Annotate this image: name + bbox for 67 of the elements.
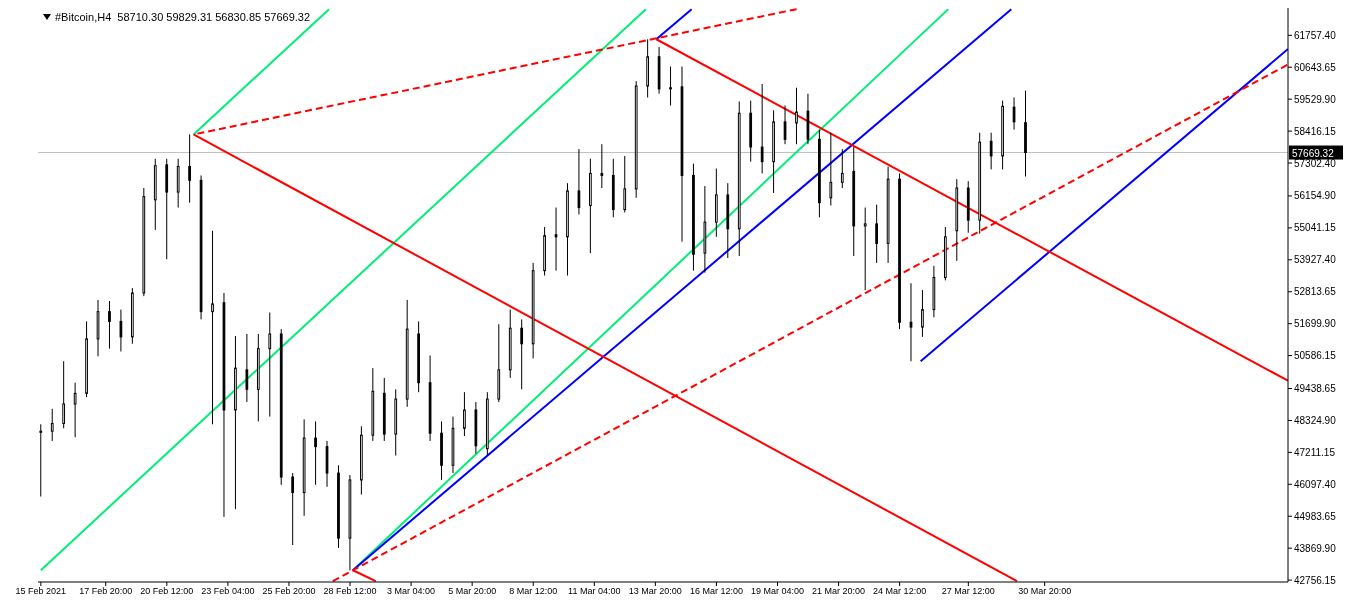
candlestick bbox=[875, 204, 878, 264]
ref-line-label: 57669.32 bbox=[1292, 147, 1335, 159]
candlestick bbox=[840, 148, 844, 189]
candlestick bbox=[211, 230, 214, 425]
candlestick bbox=[62, 360, 66, 429]
y-tick-label: 44983.65 bbox=[1294, 510, 1337, 522]
y-tick-label: 49438.65 bbox=[1294, 383, 1337, 395]
x-tick-label: 15 Feb 2021 bbox=[15, 586, 67, 597]
x-tick-label: 27 Mar 12:00 bbox=[941, 586, 995, 597]
y-tick-label: 50586.15 bbox=[1294, 350, 1337, 362]
y-tick-label: 56154.90 bbox=[1294, 190, 1337, 202]
y-tick-label: 60643.65 bbox=[1294, 61, 1337, 73]
candlestick bbox=[600, 143, 604, 189]
candlestick bbox=[245, 333, 249, 403]
candlestick bbox=[989, 132, 993, 170]
x-tick-label: 8 Mar 12:00 bbox=[509, 586, 558, 597]
x-tick-label: 16 Mar 12:00 bbox=[689, 586, 743, 597]
candlestick bbox=[829, 132, 833, 207]
candlestick bbox=[623, 155, 627, 213]
x-tick-label: 3 Mar 04:00 bbox=[387, 586, 436, 597]
y-tick-label: 55041.15 bbox=[1294, 222, 1337, 234]
candlestick bbox=[268, 311, 272, 418]
candlestick bbox=[577, 148, 581, 215]
candlestick bbox=[119, 309, 123, 352]
y-tick-label: 53927.40 bbox=[1294, 254, 1337, 266]
y-tick-label: 46097.40 bbox=[1294, 478, 1337, 490]
candlestick bbox=[795, 87, 798, 145]
candlestick bbox=[760, 83, 764, 174]
candlestick bbox=[909, 282, 913, 362]
y-tick-label: 52813.65 bbox=[1294, 286, 1337, 298]
candlestick bbox=[863, 207, 867, 291]
x-tick-label: 13 Mar 20:00 bbox=[628, 586, 682, 597]
candlestick bbox=[188, 133, 191, 204]
x-tick-label: 21 Mar 20:00 bbox=[812, 586, 866, 597]
x-tick-label: 24 Mar 12:00 bbox=[873, 586, 927, 597]
y-tick-label: 58416.15 bbox=[1294, 125, 1337, 137]
candlestick bbox=[291, 472, 295, 546]
x-tick-label: 20 Feb 12:00 bbox=[140, 586, 194, 597]
x-tick-label: 25 Feb 20:00 bbox=[262, 586, 316, 597]
x-tick-label: 19 Mar 04:00 bbox=[750, 586, 805, 597]
x-tick-label: 17 Feb 20:00 bbox=[79, 586, 133, 597]
candlestick bbox=[73, 382, 77, 438]
candlestick bbox=[921, 289, 924, 338]
chart-title: #Bitcoin,H4 58710.30 59829.31 56830.85 57669.32 bbox=[55, 11, 311, 23]
y-tick-label: 59529.90 bbox=[1294, 93, 1337, 105]
x-tick-label: 30 Mar 20:00 bbox=[1018, 586, 1072, 597]
y-tick-label: 42756.15 bbox=[1294, 574, 1337, 586]
candlestick bbox=[39, 423, 43, 498]
x-tick-label: 11 Mar 04:00 bbox=[568, 586, 621, 597]
y-tick-label: 51699.90 bbox=[1294, 318, 1337, 330]
y-tick-label: 57302.40 bbox=[1294, 157, 1337, 169]
candlestick bbox=[669, 65, 672, 106]
x-tick-label: 5 Mar 20:00 bbox=[448, 586, 497, 597]
candlestick bbox=[463, 391, 466, 437]
candlestick bbox=[108, 300, 111, 350]
y-tick-label: 47211.15 bbox=[1294, 446, 1336, 458]
candlestick bbox=[314, 420, 317, 486]
y-tick-label: 43869.90 bbox=[1294, 542, 1337, 554]
x-tick-label: 28 Feb 12:00 bbox=[323, 586, 377, 597]
candlestick bbox=[1012, 96, 1016, 131]
candlestick bbox=[783, 104, 787, 145]
candlestick bbox=[520, 318, 524, 390]
y-tick-label: 61757.40 bbox=[1294, 29, 1337, 41]
candlestick bbox=[50, 408, 54, 442]
y-tick-label: 48324.90 bbox=[1294, 414, 1337, 426]
candlestick bbox=[554, 207, 558, 272]
x-tick-label: 23 Feb 04:00 bbox=[201, 586, 255, 597]
